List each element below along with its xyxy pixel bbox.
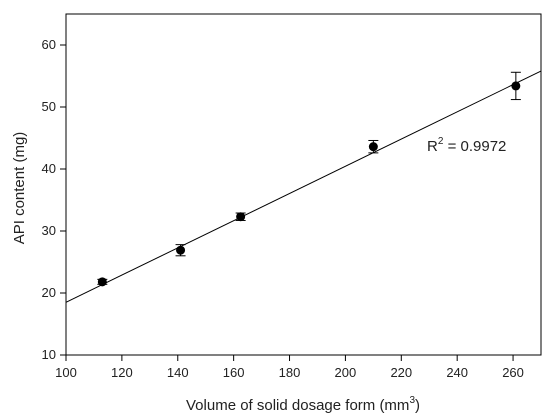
x-tick-label: 120 — [111, 365, 133, 380]
r-squared-annotation: R2 = 0.9972 — [427, 136, 506, 155]
y-tick-label: 40 — [42, 161, 56, 176]
plot-content — [65, 70, 542, 303]
data-point-group — [97, 277, 108, 287]
x-tick-label: 200 — [335, 365, 357, 380]
x-axis-label: Volume of solid dosage form (mm3) — [186, 395, 420, 414]
y-axis-label: API content (mg) — [11, 132, 28, 245]
data-point — [97, 277, 107, 287]
y-tick-label: 60 — [42, 37, 56, 52]
plot-frame — [65, 13, 542, 356]
data-points — [97, 71, 521, 287]
data-point — [176, 245, 186, 255]
y-axis-ticks: 10 20 30 40 50 60 — [42, 37, 66, 362]
x-tick-label: 160 — [223, 365, 245, 380]
y-tick-label: 30 — [42, 223, 56, 238]
x-tick-label: 140 — [167, 365, 189, 380]
data-point-group — [510, 71, 521, 101]
x-tick-label: 100 — [55, 365, 77, 380]
data-point — [511, 81, 521, 91]
x-tick-label: 260 — [502, 365, 524, 380]
x-tick-label: 220 — [390, 365, 412, 380]
data-point-group — [368, 139, 379, 154]
data-point — [236, 212, 246, 222]
data-point-group — [235, 212, 246, 222]
y-tick-label: 10 — [42, 347, 56, 362]
x-tick-label: 180 — [279, 365, 301, 380]
data-point-group — [175, 244, 186, 257]
x-tick-label: 240 — [446, 365, 468, 380]
data-point — [368, 142, 378, 152]
y-tick-label: 20 — [42, 285, 56, 300]
y-tick-label: 50 — [42, 99, 56, 114]
x-axis-ticks: 100 120 140 160 180 200 220 240 260 — [55, 355, 524, 380]
regression-line — [65, 70, 542, 303]
axes: 100 120 140 160 180 200 220 240 260 10 20 30 40 50 60 — [42, 13, 542, 380]
